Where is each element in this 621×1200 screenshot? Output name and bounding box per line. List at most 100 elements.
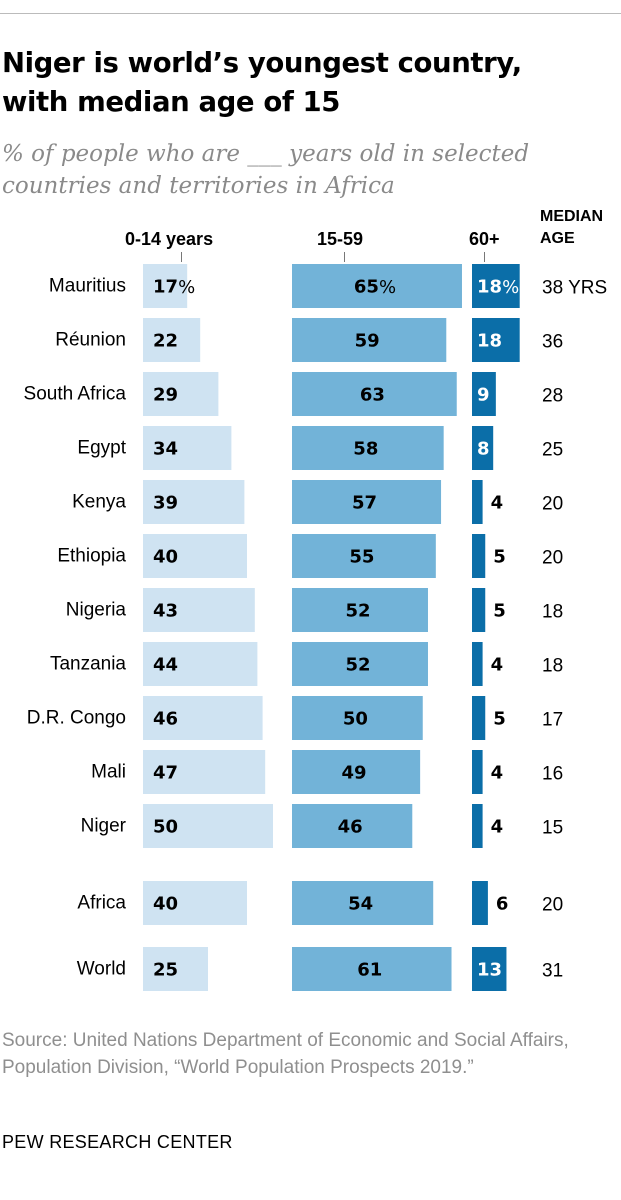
median-age-r-union: 36 bbox=[542, 332, 563, 353]
median-age-niger: 15 bbox=[542, 818, 563, 839]
value-15-59-south-africa: 63 bbox=[360, 385, 385, 406]
value-60-plus-mali: 4 bbox=[491, 763, 504, 784]
bar-15-59-d-r-congo bbox=[292, 696, 423, 740]
header-15-59: 15-59 bbox=[317, 229, 364, 249]
bar-15-59-nigeria bbox=[292, 588, 428, 632]
value-0-14-egypt: 34 bbox=[153, 439, 178, 460]
value-60-plus-niger: 4 bbox=[491, 817, 504, 838]
bar-15-59-africa bbox=[292, 881, 434, 925]
row-label-egypt: Egypt bbox=[77, 438, 126, 459]
bar-0-14-africa bbox=[143, 881, 247, 925]
top-rule bbox=[0, 13, 621, 14]
value-15-59-nigeria: 52 bbox=[345, 601, 370, 622]
value-0-14-niger: 50 bbox=[153, 817, 178, 838]
chart-subtitle: % of people who are ___ years old in sel… bbox=[2, 141, 530, 199]
bar-15-59-south-africa bbox=[292, 372, 457, 416]
bar-60-plus-ethiopia bbox=[472, 534, 486, 578]
bar-0-14-nigeria bbox=[143, 588, 255, 632]
bar-0-14-d-r-congo bbox=[143, 696, 263, 740]
value-15-59-africa: 54 bbox=[348, 894, 373, 915]
value-60-plus-r-union: 18 bbox=[477, 331, 502, 352]
source-note: Source: United Nations Department of Eco… bbox=[2, 1030, 569, 1078]
row-label-kenya: Kenya bbox=[72, 492, 126, 513]
bar-0-14-r-union bbox=[143, 318, 201, 362]
median-age-world: 31 bbox=[542, 961, 563, 982]
bar-60-plus-r-union bbox=[472, 318, 520, 362]
value-15-59-mali: 49 bbox=[342, 763, 367, 784]
row-label-r-union: Réunion bbox=[55, 330, 126, 351]
percent-sign: % bbox=[502, 277, 519, 298]
median-age-d-r-congo: 17 bbox=[542, 710, 563, 731]
value-15-59-mauritius: 65% bbox=[354, 277, 396, 298]
row-label-africa: Africa bbox=[77, 893, 126, 914]
value-0-14-south-africa: 29 bbox=[153, 385, 178, 406]
value-60-plus-mauritius: 18% bbox=[477, 277, 519, 298]
value-0-14-africa: 40 bbox=[153, 894, 178, 915]
median-age-south-africa: 28 bbox=[542, 386, 563, 407]
value-15-59-niger: 46 bbox=[338, 817, 363, 838]
row-label-ethiopia: Ethiopia bbox=[57, 546, 126, 567]
value-0-14-world: 25 bbox=[153, 960, 178, 981]
value-0-14-r-union: 22 bbox=[153, 331, 178, 352]
median-age-nigeria: 18 bbox=[542, 602, 563, 623]
bar-0-14-world bbox=[143, 947, 208, 991]
value-0-14-mauritius: 17% bbox=[153, 277, 195, 298]
bar-0-14-egypt bbox=[143, 426, 232, 470]
header-tick-60-plus bbox=[484, 252, 485, 262]
header-0-14: 0-14 years bbox=[125, 229, 214, 249]
value-15-59-tanzania: 52 bbox=[345, 655, 370, 676]
value-0-14-d-r-congo: 46 bbox=[153, 709, 178, 730]
bar-60-plus-d-r-congo bbox=[472, 696, 486, 740]
row-label-niger: Niger bbox=[81, 816, 127, 837]
footer-credit: PEW RESEARCH CENTER bbox=[2, 1132, 233, 1152]
bar-0-14-kenya bbox=[143, 480, 245, 524]
percent-sign: % bbox=[379, 277, 396, 298]
value-60-plus-nigeria: 5 bbox=[493, 601, 506, 622]
bar-15-59-egypt bbox=[292, 426, 444, 470]
row-label-south-africa: South Africa bbox=[24, 384, 127, 405]
bar-0-14-tanzania bbox=[143, 642, 258, 686]
median-age-ethiopia: 20 bbox=[542, 548, 563, 569]
value-0-14-ethiopia: 40 bbox=[153, 547, 178, 568]
header-tick-15-59 bbox=[344, 252, 345, 262]
value-15-59-world: 61 bbox=[357, 960, 382, 981]
bar-15-59-r-union bbox=[292, 318, 447, 362]
value-60-plus-egypt: 8 bbox=[477, 439, 490, 460]
bar-60-plus-south-africa bbox=[472, 372, 496, 416]
bar-15-59-niger bbox=[292, 804, 413, 848]
bar-15-59-ethiopia bbox=[292, 534, 436, 578]
value-15-59-ethiopia: 55 bbox=[349, 547, 374, 568]
bar-60-plus-world bbox=[472, 947, 507, 991]
bar-0-14-mali bbox=[143, 750, 266, 794]
bar-60-plus-africa bbox=[472, 881, 488, 925]
median-age-kenya: 20 bbox=[542, 494, 563, 515]
bar-15-59-world bbox=[292, 947, 452, 991]
bar-15-59-mauritius bbox=[292, 264, 462, 308]
value-60-plus-south-africa: 9 bbox=[477, 385, 490, 406]
value-0-14-nigeria: 43 bbox=[153, 601, 178, 622]
bar-60-plus-egypt bbox=[472, 426, 494, 470]
bar-60-plus-mali bbox=[472, 750, 483, 794]
row-label-tanzania: Tanzania bbox=[50, 654, 126, 675]
chart-title: Niger is world’s youngest country, with … bbox=[2, 47, 522, 118]
value-60-plus-world: 13 bbox=[477, 960, 502, 981]
value-15-59-r-union: 59 bbox=[355, 331, 380, 352]
row-label-mauritius: Mauritius bbox=[49, 276, 126, 297]
header-60-plus: 60+ bbox=[469, 229, 500, 249]
bar-60-plus-mauritius bbox=[472, 264, 520, 308]
value-0-14-mali: 47 bbox=[153, 763, 178, 784]
value-0-14-kenya: 39 bbox=[153, 493, 178, 514]
value-60-plus-kenya: 4 bbox=[491, 493, 504, 514]
bar-60-plus-nigeria bbox=[472, 588, 486, 632]
bar-15-59-kenya bbox=[292, 480, 442, 524]
value-15-59-d-r-congo: 50 bbox=[343, 709, 368, 730]
value-15-59-kenya: 57 bbox=[352, 493, 377, 514]
row-label-world: World bbox=[77, 959, 126, 980]
median-age-mauritius: 38 YRS bbox=[542, 278, 607, 299]
percent-sign: % bbox=[178, 277, 195, 298]
value-60-plus-tanzania: 4 bbox=[491, 655, 504, 676]
bar-0-14-mauritius bbox=[143, 264, 188, 308]
value-0-14-tanzania: 44 bbox=[153, 655, 178, 676]
bar-15-59-mali bbox=[292, 750, 421, 794]
